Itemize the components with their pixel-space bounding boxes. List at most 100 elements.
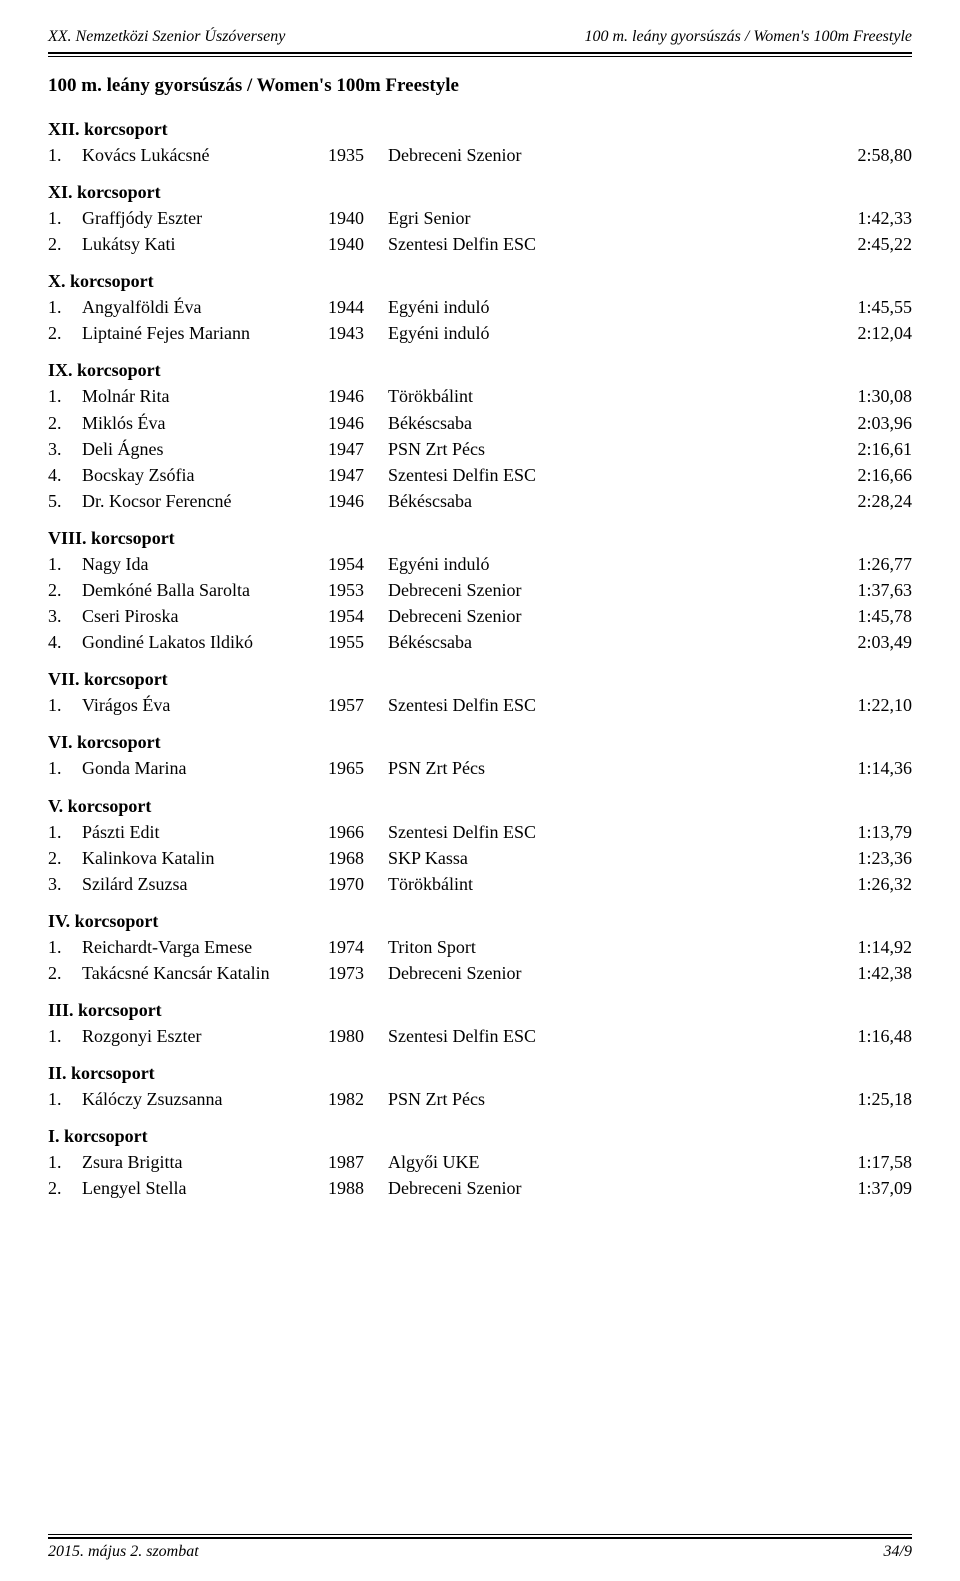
result-time: 2:03,49 [822, 629, 912, 655]
result-name: Cseri Piroska [82, 603, 328, 629]
result-club: Egyéni induló [388, 320, 822, 346]
result-club: Debreceni Szenior [388, 603, 822, 629]
result-name: Gondiné Lakatos Ildikó [82, 629, 328, 655]
result-club: PSN Zrt Pécs [388, 436, 822, 462]
result-name: Kálóczy Zsuzsanna [82, 1086, 328, 1112]
result-time: 1:37,09 [822, 1175, 912, 1201]
result-year: 1946 [328, 488, 388, 514]
result-time: 1:16,48 [822, 1023, 912, 1049]
result-row: 1.Graffjódy Eszter1940Egri Senior1:42,33 [48, 205, 912, 231]
group-title: III. korcsoport [48, 1000, 912, 1021]
result-name: Demkóné Balla Sarolta [82, 577, 328, 603]
result-club: Debreceni Szenior [388, 1175, 822, 1201]
result-year: 1982 [328, 1086, 388, 1112]
result-row: 1.Nagy Ida1954Egyéni induló1:26,77 [48, 551, 912, 577]
result-club: Szentesi Delfin ESC [388, 462, 822, 488]
group-title: IV. korcsoport [48, 911, 912, 932]
result-row: 3.Cseri Piroska1954Debreceni Szenior1:45… [48, 603, 912, 629]
result-name: Graffjódy Eszter [82, 205, 328, 231]
result-rank: 2. [48, 231, 82, 257]
result-time: 1:14,92 [822, 934, 912, 960]
result-year: 1973 [328, 960, 388, 986]
result-club: Debreceni Szenior [388, 960, 822, 986]
result-time: 1:14,36 [822, 755, 912, 781]
result-rank: 1. [48, 819, 82, 845]
result-club: Szentesi Delfin ESC [388, 231, 822, 257]
result-year: 1943 [328, 320, 388, 346]
footer-rule-thin [48, 1534, 912, 1535]
result-club: Triton Sport [388, 934, 822, 960]
result-name: Pászti Edit [82, 819, 328, 845]
result-year: 1980 [328, 1023, 388, 1049]
group-title: VIII. korcsoport [48, 528, 912, 549]
group-title: VII. korcsoport [48, 669, 912, 690]
result-rank: 1. [48, 755, 82, 781]
result-time: 2:16,66 [822, 462, 912, 488]
result-name: Zsura Brigitta [82, 1149, 328, 1175]
result-name: Liptainé Fejes Mariann [82, 320, 328, 346]
result-year: 1954 [328, 551, 388, 577]
result-year: 1966 [328, 819, 388, 845]
result-club: Egyéni induló [388, 551, 822, 577]
result-club: Egri Senior [388, 205, 822, 231]
result-name: Rozgonyi Eszter [82, 1023, 328, 1049]
result-rank: 1. [48, 1149, 82, 1175]
result-rank: 1. [48, 383, 82, 409]
result-time: 1:13,79 [822, 819, 912, 845]
result-name: Kovács Lukácsné [82, 142, 328, 168]
result-name: Bocskay Zsófia [82, 462, 328, 488]
result-name: Lukátsy Kati [82, 231, 328, 257]
group-title: X. korcsoport [48, 271, 912, 292]
result-club: Egyéni induló [388, 294, 822, 320]
result-rank: 5. [48, 488, 82, 514]
result-year: 1968 [328, 845, 388, 871]
result-row: 2.Liptainé Fejes Mariann1943Egyéni indul… [48, 320, 912, 346]
result-name: Dr. Kocsor Ferencné [82, 488, 328, 514]
result-year: 1940 [328, 205, 388, 231]
result-rank: 1. [48, 294, 82, 320]
result-club: Békéscsaba [388, 488, 822, 514]
result-name: Gonda Marina [82, 755, 328, 781]
result-name: Reichardt-Varga Emese [82, 934, 328, 960]
header-right: 100 m. leány gyorsúszás / Women's 100m F… [584, 28, 912, 46]
result-rank: 4. [48, 629, 82, 655]
result-year: 1947 [328, 462, 388, 488]
page-footer: 2015. május 2. szombat 34/9 [48, 1534, 912, 1561]
result-row: 2.Miklós Éva1946Békéscsaba2:03,96 [48, 410, 912, 436]
footer-right: 34/9 [884, 1543, 912, 1561]
result-name: Virágos Éva [82, 692, 328, 718]
result-rank: 3. [48, 871, 82, 897]
result-time: 1:45,55 [822, 294, 912, 320]
result-club: Békéscsaba [388, 410, 822, 436]
footer-left: 2015. május 2. szombat [48, 1543, 199, 1561]
result-time: 1:42,38 [822, 960, 912, 986]
result-row: 2.Lengyel Stella1988Debreceni Szenior1:3… [48, 1175, 912, 1201]
result-year: 1974 [328, 934, 388, 960]
result-row: 1.Molnár Rita1946Törökbálint1:30,08 [48, 383, 912, 409]
result-year: 1944 [328, 294, 388, 320]
result-time: 2:45,22 [822, 231, 912, 257]
result-club: PSN Zrt Pécs [388, 755, 822, 781]
result-row: 1.Kovács Lukácsné1935Debreceni Szenior2:… [48, 142, 912, 168]
result-name: Deli Ágnes [82, 436, 328, 462]
result-year: 1946 [328, 410, 388, 436]
result-name: Szilárd Zsuzsa [82, 871, 328, 897]
result-club: Szentesi Delfin ESC [388, 692, 822, 718]
result-name: Molnár Rita [82, 383, 328, 409]
result-rank: 1. [48, 1086, 82, 1112]
result-year: 1940 [328, 231, 388, 257]
result-year: 1954 [328, 603, 388, 629]
result-rank: 3. [48, 603, 82, 629]
result-rank: 2. [48, 1175, 82, 1201]
result-time: 1:30,08 [822, 383, 912, 409]
result-row: 2.Takácsné Kancsár Katalin1973Debreceni … [48, 960, 912, 986]
result-club: Debreceni Szenior [388, 577, 822, 603]
result-time: 2:58,80 [822, 142, 912, 168]
group-title: I. korcsoport [48, 1126, 912, 1147]
result-rank: 2. [48, 960, 82, 986]
result-name: Takácsné Kancsár Katalin [82, 960, 328, 986]
result-year: 1953 [328, 577, 388, 603]
result-time: 1:45,78 [822, 603, 912, 629]
result-rank: 1. [48, 692, 82, 718]
result-club: PSN Zrt Pécs [388, 1086, 822, 1112]
